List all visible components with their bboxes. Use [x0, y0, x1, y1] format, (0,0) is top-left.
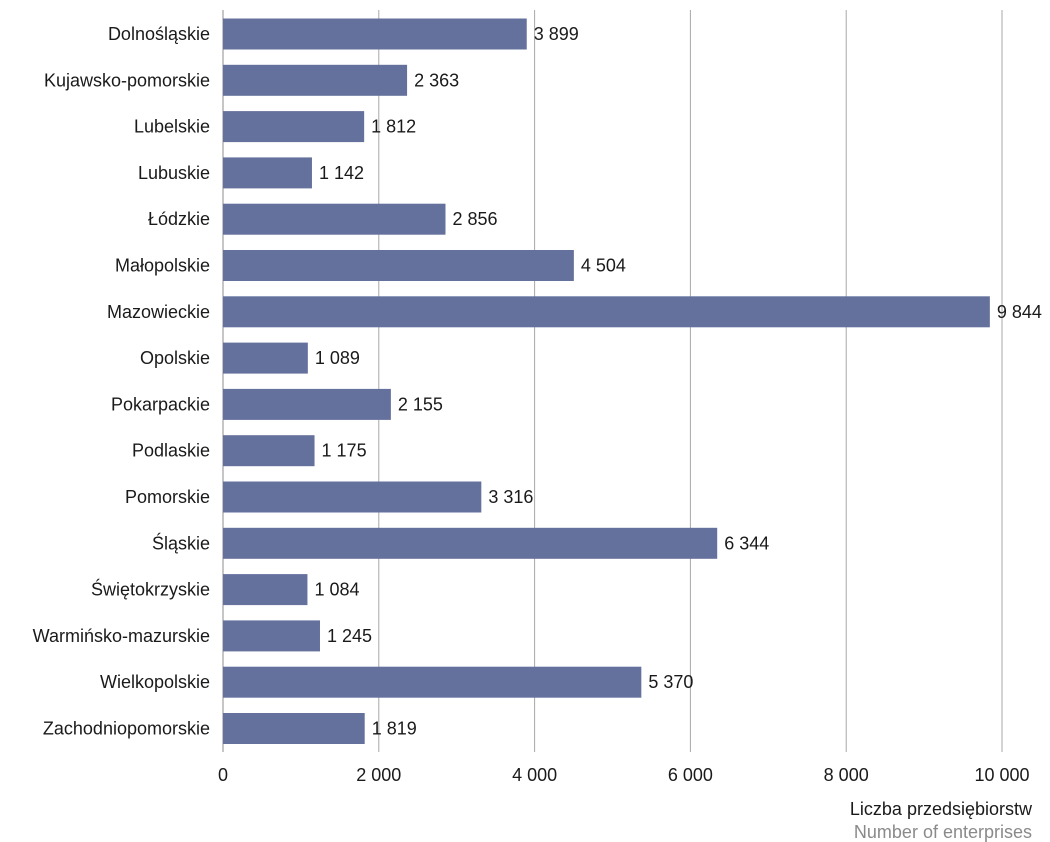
category-label: Pomorskie	[125, 487, 210, 507]
bars	[223, 18, 990, 744]
value-label: 1 084	[314, 580, 359, 600]
category-label: Opolskie	[140, 348, 210, 368]
x-axis-title: Liczba przedsiębiorstw	[850, 799, 1033, 819]
x-tick-label: 8 000	[824, 765, 869, 785]
value-label: 1 245	[327, 626, 372, 646]
category-label: Warmińsko-mazurskie	[33, 626, 210, 646]
category-label: Pokarpackie	[111, 394, 210, 414]
bar	[223, 620, 320, 652]
x-tick-label: 0	[218, 765, 228, 785]
bar	[223, 666, 642, 698]
value-label: 2 856	[452, 209, 497, 229]
category-label: Łódzkie	[148, 209, 210, 229]
value-labels: 3 899 2 363 1 812 1 142 2 856 4 504 9 844 1 089…	[314, 24, 1041, 739]
bar	[223, 64, 408, 96]
x-tick-labels: 0 2 000 4 000 6 000 8 000 10 000	[218, 765, 1030, 785]
value-label: 1 089	[315, 348, 360, 368]
category-label: Zachodniopomorskie	[43, 719, 210, 739]
bar	[223, 157, 312, 189]
value-label: 1 175	[322, 441, 367, 461]
bar	[223, 203, 446, 235]
bar	[223, 388, 391, 420]
bar	[223, 111, 365, 143]
value-label: 1 142	[319, 163, 364, 183]
category-label: Wielkopolskie	[100, 672, 210, 692]
bar	[223, 481, 482, 513]
category-label: Świętokrzyskie	[91, 579, 210, 600]
category-label: Lubelskie	[134, 117, 210, 137]
category-labels: Dolnośląskie Kujawsko-pomorskie Lubelskie L…	[33, 24, 210, 739]
x-tick-label: 4 000	[512, 765, 557, 785]
x-tick-label: 6 000	[668, 765, 713, 785]
category-label: Dolnośląskie	[108, 24, 210, 44]
category-label: Małopolskie	[115, 256, 210, 276]
bar	[223, 296, 990, 328]
value-label: 3 316	[488, 487, 533, 507]
category-label: Śląskie	[152, 532, 210, 553]
value-label: 2 155	[398, 394, 443, 414]
bar	[223, 574, 308, 606]
bar	[223, 342, 308, 374]
x-tick-label: 10 000	[974, 765, 1029, 785]
x-axis-subtitle: Number of enterprises	[854, 822, 1032, 842]
bar	[223, 713, 365, 744]
value-label: 6 344	[724, 533, 769, 553]
value-label: 9 844	[997, 302, 1042, 322]
value-label: 1 819	[372, 719, 417, 739]
bar	[223, 18, 527, 50]
value-label: 5 370	[648, 672, 693, 692]
bar	[223, 527, 718, 559]
bar	[223, 250, 574, 281]
category-label: Lubuskie	[138, 163, 210, 183]
category-label: Podlaskie	[132, 441, 210, 461]
value-label: 3 899	[534, 24, 579, 44]
bar	[223, 435, 315, 467]
value-label: 4 504	[581, 256, 626, 276]
value-label: 2 363	[414, 70, 459, 90]
category-label: Kujawsko-pomorskie	[44, 70, 210, 90]
value-label: 1 812	[371, 117, 416, 137]
x-tick-label: 2 000	[356, 765, 401, 785]
category-label: Mazowieckie	[107, 302, 210, 322]
